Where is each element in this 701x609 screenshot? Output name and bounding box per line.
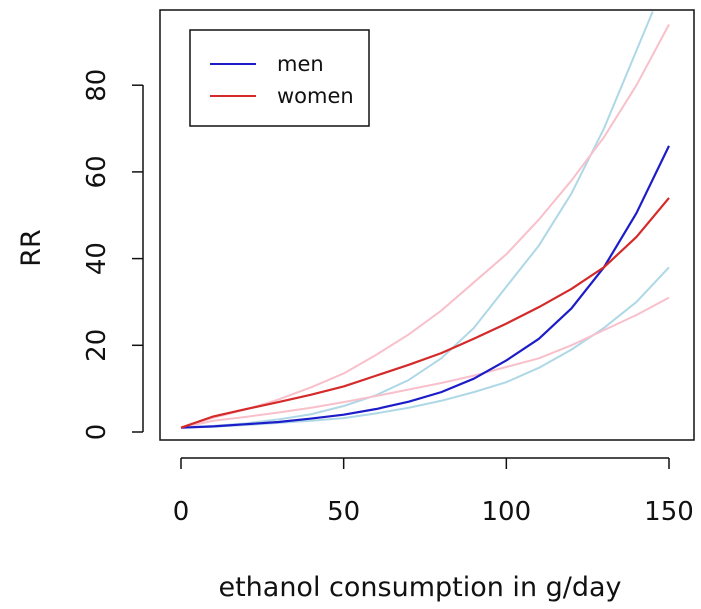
x-axis-title: ethanol consumption in g/day (218, 572, 621, 603)
plot-frame (159, 9, 695, 441)
y-tick-label: 0 (82, 424, 112, 441)
y-tick-label: 20 (82, 329, 112, 362)
y-tick-label: 60 (82, 155, 112, 188)
confidence-band-line-2 (180, 266, 670, 429)
y-ticks: 0 20 40 60 80 (82, 69, 143, 441)
confidence-band-line-1 (180, 11, 654, 429)
x-tick-label: 150 (644, 497, 694, 527)
y-axis-title: RR (16, 229, 47, 267)
series-layer (180, 11, 670, 429)
x-tick-label: 100 (482, 497, 532, 527)
series-line-men (180, 145, 670, 429)
x-ticks: 0 50 100 150 (173, 458, 694, 527)
y-tick-label: 40 (82, 242, 112, 275)
x-tick-label: 50 (327, 497, 360, 527)
confidence-band-line-5 (180, 296, 670, 429)
series-line-women (180, 197, 670, 429)
x-tick-label: 0 (173, 497, 190, 527)
legend-box (189, 29, 370, 127)
legend-label-men: men (277, 52, 324, 76)
legend-label-women: women (277, 84, 354, 108)
legend: men women (189, 29, 370, 127)
y-tick-label: 80 (82, 69, 112, 102)
